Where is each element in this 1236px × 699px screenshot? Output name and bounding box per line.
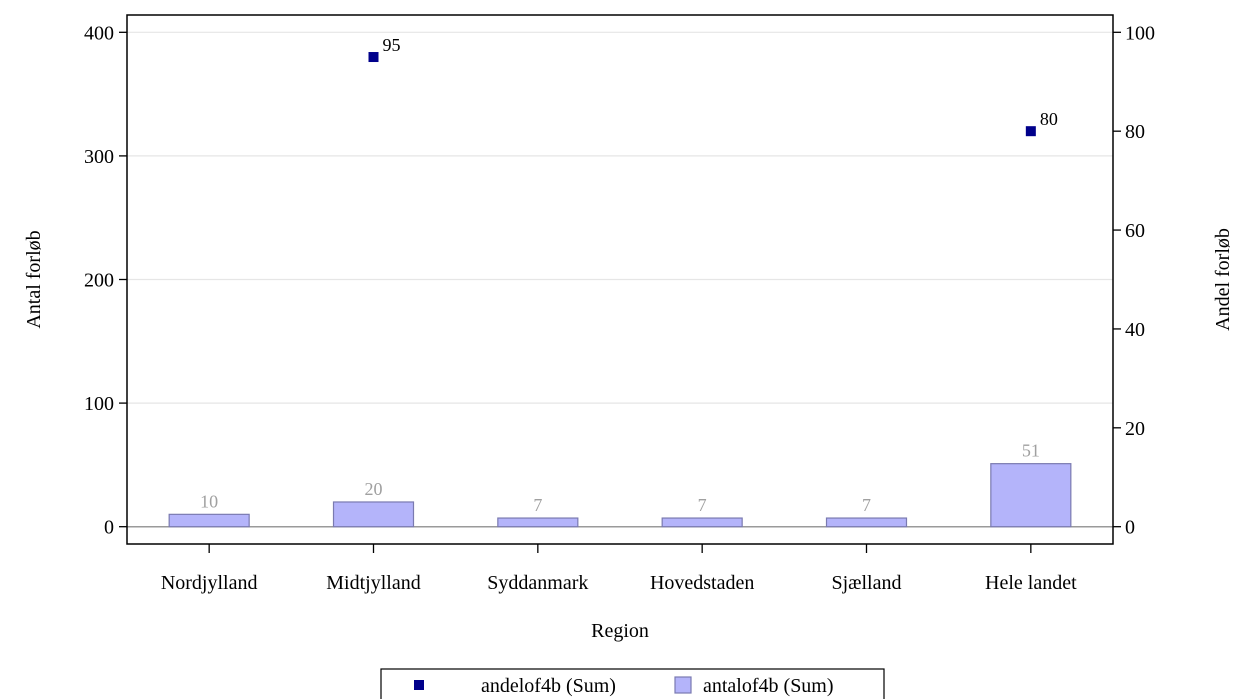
x-tick-label: Hele landet <box>985 572 1077 594</box>
left-y-tick-label: 300 <box>84 146 114 168</box>
left-y-tick-label: 200 <box>84 270 114 292</box>
bar <box>497 517 579 528</box>
right-y-tick-label: 20 <box>1125 418 1145 440</box>
right-y-tick-label: 80 <box>1125 121 1145 143</box>
legend-swatch-antalof4b <box>674 676 692 694</box>
bar <box>990 463 1072 528</box>
left-y-axis: 0 100 200 300 400 <box>84 22 127 539</box>
bar-value-label: 7 <box>533 495 542 515</box>
legend: andelof4b (Sum) antalof4b (Sum) <box>380 668 885 699</box>
right-y-tick-label: 0 <box>1125 517 1135 539</box>
right-y-tick-label: 100 <box>1125 22 1155 44</box>
x-tick-label: Hovedstaden <box>650 572 754 594</box>
bar <box>168 513 250 528</box>
point-value-label: 95 <box>383 35 401 55</box>
bar <box>825 517 908 528</box>
x-tick-label: Nordjylland <box>161 572 258 594</box>
x-tick-label: Sjælland <box>831 572 901 594</box>
right-y-axis: 0 20 40 60 80 100 <box>1113 22 1155 539</box>
x-tick-label: Midtjylland <box>326 572 420 594</box>
bar-value-label: 51 <box>1022 441 1040 461</box>
right-y-tick-label: 40 <box>1125 319 1145 341</box>
legend-frame <box>380 668 885 699</box>
x-axis-title: Region <box>591 620 649 642</box>
left-y-tick-label: 0 <box>104 517 114 539</box>
bar-series: 10 20 7 7 7 51 <box>168 441 1072 528</box>
right-y-axis-title: Andel forløb <box>1212 228 1234 331</box>
bar <box>661 517 743 528</box>
x-tick-label: Syddanmark <box>487 572 588 594</box>
legend-label-andelof4b: andelof4b (Sum) <box>481 675 616 697</box>
legend-label-antalof4b: antalof4b (Sum) <box>703 675 834 697</box>
data-point <box>1025 126 1036 137</box>
x-axis: Nordjylland Midtjylland Syddanmark Hovedsta… <box>161 544 1077 594</box>
left-y-axis-title: Antal forløb <box>23 230 45 328</box>
bar-value-label: 10 <box>200 491 218 511</box>
left-y-tick-label: 100 <box>84 393 114 415</box>
bar-value-label: 7 <box>698 495 707 515</box>
point-value-label: 80 <box>1040 109 1058 129</box>
bar-value-label: 20 <box>365 479 383 499</box>
legend-marker-andelof4b <box>414 680 424 690</box>
bar <box>332 501 415 528</box>
gridlines <box>127 31 1113 404</box>
bar-value-label: 7 <box>862 495 871 515</box>
right-y-tick-label: 60 <box>1125 220 1145 242</box>
point-series: 95 80 <box>368 35 1058 137</box>
left-y-tick-label: 400 <box>84 22 114 44</box>
data-point <box>368 52 379 63</box>
